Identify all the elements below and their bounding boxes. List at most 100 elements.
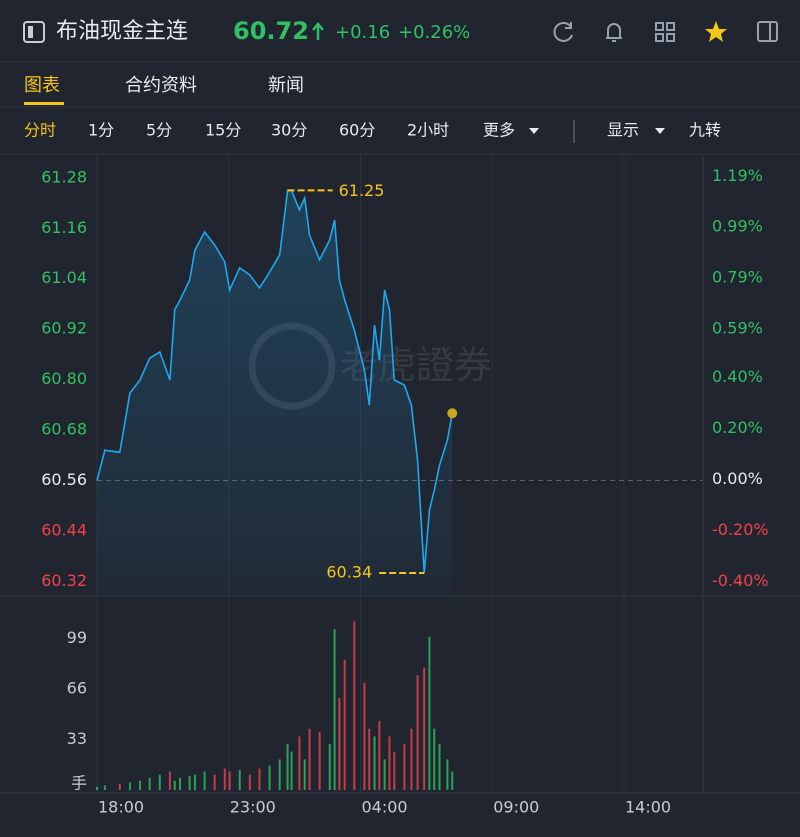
period-button[interactable]: 分时 xyxy=(24,121,56,140)
x-tick-label: 23:00 xyxy=(230,798,276,817)
indicator-button[interactable]: 九转 xyxy=(689,121,721,140)
volume-bar xyxy=(423,667,426,790)
y2-tick-label: 0.20% xyxy=(712,418,763,437)
low-label: 60.34 xyxy=(326,562,372,581)
volume-bar xyxy=(333,629,336,790)
volume-bar xyxy=(446,759,449,790)
x-tick-label: 18:00 xyxy=(98,798,144,817)
volume-bar xyxy=(228,771,231,790)
tab-underline xyxy=(24,102,64,105)
y-tick-label: 60.68 xyxy=(41,420,87,439)
volume-bar xyxy=(373,736,376,790)
volume-bar xyxy=(290,751,293,790)
menu-icon-bar xyxy=(28,26,33,38)
volume-bar xyxy=(303,759,306,790)
volume-bar xyxy=(286,744,289,790)
period-button[interactable]: 1分 xyxy=(88,121,114,140)
toolbar-icons xyxy=(553,21,778,42)
y2-tick-label: 1.19% xyxy=(712,166,763,185)
volume-bar xyxy=(318,731,321,790)
tab[interactable]: 新闻 xyxy=(268,75,304,96)
volume-bar xyxy=(168,771,171,790)
volume-bar xyxy=(213,774,216,790)
y2-tick-label: 0.40% xyxy=(712,367,763,386)
price-change-pct: +0.26% xyxy=(398,22,470,43)
volume-bar xyxy=(328,744,331,790)
price-area xyxy=(97,190,453,594)
y-tick-label: 60.56 xyxy=(41,470,87,489)
current-point xyxy=(447,408,458,419)
volume-bar xyxy=(268,765,271,790)
display-button[interactable]: 显示 xyxy=(607,121,639,140)
volume-tick-label: 99 xyxy=(67,628,87,647)
volume-bar xyxy=(353,621,356,790)
volume-bar xyxy=(258,768,261,790)
volume-bar xyxy=(308,728,311,790)
y-tick-label: 61.28 xyxy=(41,167,87,186)
volume-bar xyxy=(393,751,396,790)
x-tick-label: 09:00 xyxy=(493,798,539,817)
price-line xyxy=(96,189,454,574)
volume-bar xyxy=(378,721,381,790)
y2-tick-label: 0.99% xyxy=(712,217,763,236)
volume-bar xyxy=(298,736,301,790)
up-arrow xyxy=(312,22,324,40)
volume-bar xyxy=(158,774,161,790)
instrument-title: 布油现金主连 xyxy=(56,19,188,44)
volume-bar xyxy=(223,768,226,790)
menu-icon[interactable] xyxy=(23,21,45,43)
volume-bar xyxy=(173,780,176,790)
volume-bar xyxy=(128,782,131,790)
volume-bar xyxy=(139,780,142,790)
y-tick-label: 61.16 xyxy=(41,218,87,237)
tab[interactable]: 合约资料 xyxy=(125,75,197,96)
more-button[interactable]: 更多 xyxy=(483,121,515,140)
y-tick-label: 60.44 xyxy=(41,520,87,539)
volume-bar xyxy=(451,771,454,790)
volume-bar xyxy=(410,728,413,790)
tab[interactable]: 图表 xyxy=(24,75,60,96)
refresh-icon[interactable] xyxy=(553,22,573,42)
volume-bar xyxy=(416,675,419,790)
price-change: +0.16 xyxy=(335,22,390,43)
grid-icon[interactable] xyxy=(655,22,675,42)
volume-bar xyxy=(403,744,406,790)
period-button[interactable]: 5分 xyxy=(146,121,172,140)
period-button[interactable]: 15分 xyxy=(205,121,241,140)
period-button[interactable]: 2小时 xyxy=(407,121,449,140)
volume-bar xyxy=(103,785,106,790)
volume-bar xyxy=(278,759,281,790)
volume-tick-label: 33 xyxy=(67,729,87,748)
star-icon[interactable] xyxy=(705,21,727,42)
volume-bar xyxy=(188,776,191,790)
period-button[interactable]: 60分 xyxy=(339,121,375,140)
volume-bar xyxy=(428,636,431,790)
volume-unit: 手 xyxy=(71,774,87,793)
y2-tick-label: 0.00% xyxy=(712,469,763,488)
last-price: 60.72 xyxy=(233,17,309,45)
volume-bar xyxy=(238,770,241,790)
high-label: 61.25 xyxy=(339,181,385,200)
y-tick-label: 60.92 xyxy=(41,319,87,338)
panel-icon[interactable] xyxy=(757,21,778,42)
volume-bar xyxy=(343,659,346,790)
volume-bar xyxy=(338,698,341,790)
volume-bar xyxy=(433,728,436,790)
volume-bar xyxy=(96,786,98,790)
bell-icon[interactable] xyxy=(606,23,622,42)
dropdown-caret xyxy=(529,128,539,134)
volume-bar xyxy=(388,736,391,790)
period-button[interactable]: 30分 xyxy=(271,121,307,140)
x-tick-label: 14:00 xyxy=(625,798,671,817)
volume-bar xyxy=(438,744,441,790)
y-tick-label: 60.80 xyxy=(41,369,87,388)
volume-bar xyxy=(148,777,151,790)
volume-tick-label: 66 xyxy=(67,678,87,697)
y2-tick-label: -0.20% xyxy=(712,520,769,539)
y-tick-label: 60.32 xyxy=(41,571,87,590)
volume-bar xyxy=(368,728,371,790)
y-tick-label: 61.04 xyxy=(41,268,87,287)
volume-bar xyxy=(178,777,181,790)
y2-tick-label: -0.40% xyxy=(712,571,769,590)
